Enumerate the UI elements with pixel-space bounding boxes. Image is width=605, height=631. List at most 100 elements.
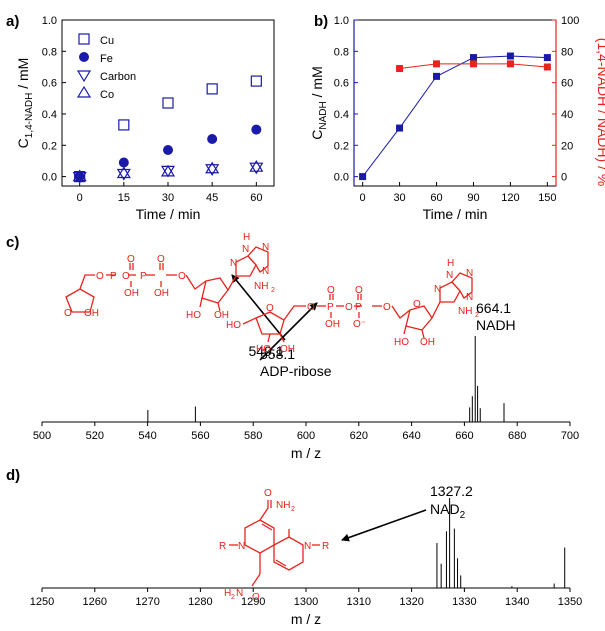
chart-b-xtick-label: 0 <box>360 192 366 204</box>
chart-b-yticks-left: 0.0 0.2 0.4 0.6 0.8 1.0 <box>334 15 358 184</box>
svg-text:N: N <box>466 292 473 303</box>
svg-text:O: O <box>127 254 135 265</box>
svg-text:NH: NH <box>254 281 268 292</box>
chart-a-xtick-label: 15 <box>118 192 130 204</box>
chart-a-frame <box>61 19 275 187</box>
chart-a-point <box>72 172 87 184</box>
svg-text:N: N <box>434 284 441 295</box>
chart-a-point <box>205 164 220 176</box>
chart-b-xtick-label: 30 <box>393 192 405 204</box>
chart-a-point <box>251 124 262 135</box>
chart-a-point <box>207 134 218 145</box>
chart-b-point <box>433 60 441 68</box>
svg-text:N: N <box>238 541 245 552</box>
chart-b-xticks: 0 30 60 90 120 150 <box>360 182 557 204</box>
chart-a-xlabel: Time / min <box>136 206 201 222</box>
chart-a-legend-marker <box>78 33 90 45</box>
svg-text:N: N <box>242 244 249 255</box>
chart-b-ytick-right-label: 100 <box>561 15 579 27</box>
chart-c-xtick-label: 560 <box>191 430 209 442</box>
chart-a-point <box>160 164 176 177</box>
chart-c-xtick-label: 700 <box>561 430 579 442</box>
svg-text:O: O <box>383 302 391 313</box>
chart-a-xticks: 0 15 30 45 60 <box>77 182 262 204</box>
chart-b-ytick-left-label: 0.4 <box>334 109 349 121</box>
chart-d-xtick-label: 1250 <box>30 596 54 608</box>
svg-text:N: N <box>230 258 237 269</box>
svg-text:HO: HO <box>226 320 241 331</box>
chart-a-ytick-label: 0.2 <box>42 140 57 152</box>
structure-amp-ribose-labels: O P P O O O OH OH O O OH HO OH N N N N H… <box>64 232 275 321</box>
chart-b-point <box>433 72 441 80</box>
chart-b-point <box>359 173 367 181</box>
chart-a-point <box>163 144 173 155</box>
svg-text:HO: HO <box>186 310 201 321</box>
svg-text:O: O <box>307 302 315 313</box>
chart-a-ytick-label: 0.4 <box>42 109 57 121</box>
panel-label-c: c) <box>6 234 19 251</box>
chart-a-ytick-label: 0.8 <box>42 46 57 58</box>
chart-b-xlabel: Time / min <box>423 206 488 222</box>
svg-text:OH: OH <box>420 337 435 348</box>
chart-b-point <box>396 65 404 73</box>
chart-b-ytick-left-label: 0.2 <box>334 140 349 152</box>
chart-b-ytick-right-label: 20 <box>561 140 573 152</box>
chart-a-point <box>118 119 130 131</box>
structure-adp-ribose-labels: HO O O O P P O O O O OH O⁻ HO OH HO OH N… <box>226 258 479 355</box>
svg-text:N: N <box>262 242 269 253</box>
chart-c-xlabel: m / z <box>291 445 321 461</box>
svg-text:H: H <box>447 258 454 269</box>
chart-c-xtick-label: 540 <box>138 430 156 442</box>
chart-c-xtick-label: 580 <box>244 430 262 442</box>
svg-text:OH: OH <box>124 288 139 299</box>
chart-a-point <box>116 166 131 179</box>
panel-label-a: a) <box>6 13 19 30</box>
structure-amp-ribose <box>65 246 269 313</box>
chart-c-label-540: 540.1 <box>248 343 283 359</box>
chart-b-point <box>506 52 514 60</box>
chart-c-xtick-label: 500 <box>33 430 51 442</box>
chart-a: 0 15 30 45 60 0.00.20.40.60.81.0 Time / min … <box>15 15 275 222</box>
svg-text:P: P <box>355 302 362 313</box>
svg-text:O: O <box>266 303 274 314</box>
chart-d-arrow <box>341 509 427 542</box>
svg-text:OH: OH <box>154 288 169 299</box>
chart-b-ytick-right-label: 40 <box>561 109 573 121</box>
svg-text:2: 2 <box>231 594 235 601</box>
svg-text:2: 2 <box>271 287 275 294</box>
chart-a-ytick-label: 0.0 <box>42 172 57 184</box>
chart-b-ytick-right-label: 80 <box>561 46 573 58</box>
chart-a-point <box>116 168 131 181</box>
svg-text:P: P <box>140 271 147 282</box>
chart-a-points <box>72 75 264 184</box>
chart-a-point <box>160 165 176 178</box>
chart-a-point <box>205 161 220 174</box>
chart-a-xtick-label: 60 <box>250 192 262 204</box>
chart-a-point <box>118 157 129 168</box>
chart-a-xtick-label: 0 <box>77 192 83 204</box>
chart-a-xtick-label: 45 <box>206 192 218 204</box>
chart-a-legend-marker <box>79 52 89 62</box>
chart-d-xtick-label: 1300 <box>294 596 318 608</box>
panel-label-b: b) <box>314 13 328 30</box>
svg-text:O: O <box>96 271 104 282</box>
structure-dimer <box>229 500 320 587</box>
chart-a-ytick-label: 0.6 <box>42 78 57 90</box>
chart-b-ylabel-left: CNADH / mM <box>309 66 329 139</box>
chart-b-ylabel-left-sub: NADH <box>318 101 329 129</box>
svg-text:O: O <box>122 271 130 282</box>
svg-text:O: O <box>413 299 421 310</box>
chart-b-yticks-right: 0 20 40 60 80 100 <box>552 15 579 184</box>
svg-text:OH: OH <box>325 319 340 330</box>
svg-text:O: O <box>157 254 165 265</box>
svg-text:N: N <box>446 270 453 281</box>
svg-text:O: O <box>355 285 363 296</box>
chart-d-xtick-label: 1270 <box>135 596 159 608</box>
chart-b-series-line <box>362 55 548 177</box>
chart-b-point <box>543 54 551 62</box>
svg-text:2: 2 <box>291 506 295 513</box>
chart-b-ytick-left-label: 0.0 <box>334 172 349 184</box>
chart-c-label-nadh: NADH <box>476 317 516 333</box>
chart-b-xtick-label: 150 <box>538 192 556 204</box>
